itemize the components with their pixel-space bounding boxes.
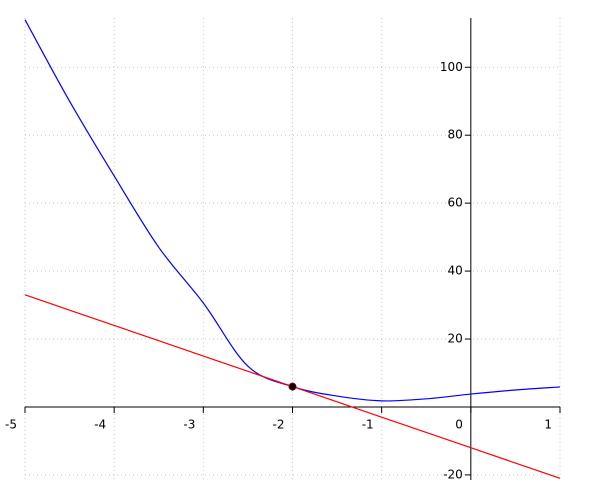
x-tick-label: -3 <box>183 417 195 431</box>
y-tick-label: -20 <box>443 467 463 481</box>
point <box>288 382 297 391</box>
series-line <box>24 19 561 402</box>
y-tick-label: 40 <box>448 264 463 278</box>
y-tick-label: 20 <box>448 332 463 346</box>
x-tick-label: -1 <box>362 417 374 431</box>
y-tick-label: 80 <box>448 128 463 142</box>
x-tick-label: -2 <box>273 417 285 431</box>
y-tick-label: 60 <box>448 196 463 210</box>
y-tick-label: 100 <box>440 60 463 74</box>
x-tick-label: -5 <box>5 417 17 431</box>
x-tick-label: -4 <box>94 417 106 431</box>
x-tick-label: 0 <box>455 417 463 431</box>
x-tick-label: 1 <box>544 417 552 431</box>
